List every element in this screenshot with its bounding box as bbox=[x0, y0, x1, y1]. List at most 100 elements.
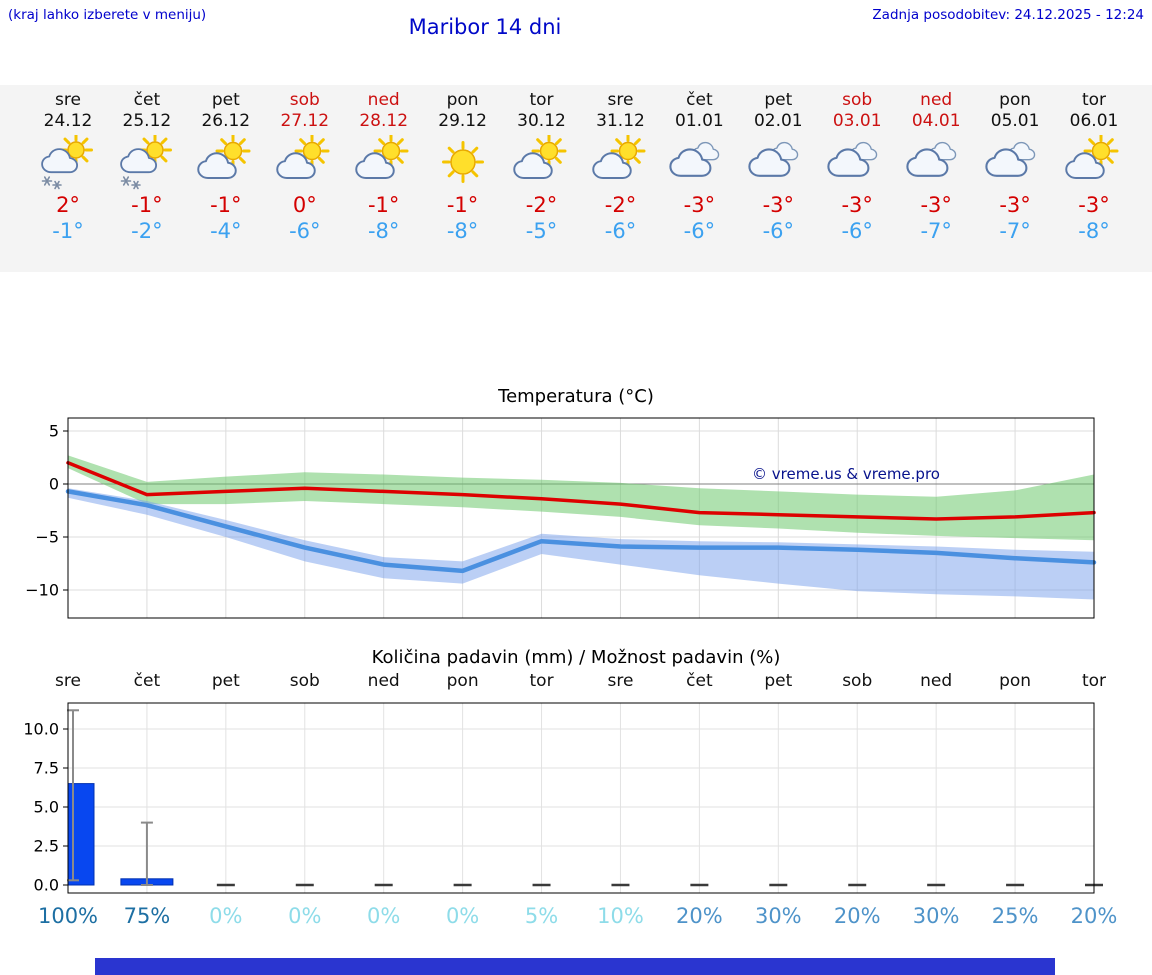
sun-cloud-icon bbox=[197, 133, 251, 179]
min-temp-line bbox=[65, 489, 1097, 574]
sun-cloud-icon bbox=[276, 133, 330, 179]
precip-probability-label: 25% bbox=[992, 904, 1039, 928]
day-name: sre bbox=[607, 90, 634, 110]
day-column: sre 31.12 -2° -6° bbox=[580, 90, 662, 244]
day-name: čet bbox=[133, 90, 161, 110]
day-column: tor 30.12 -2° -5° bbox=[501, 90, 583, 244]
svg-text:−5: −5 bbox=[35, 528, 59, 547]
day-icon bbox=[343, 133, 425, 191]
max-range-band bbox=[68, 455, 1094, 541]
cloudy-icon bbox=[669, 141, 720, 177]
day-date: 02.01 bbox=[753, 111, 803, 131]
day-icon bbox=[895, 135, 977, 191]
cloudy-icon bbox=[906, 141, 957, 177]
day-date: 04.01 bbox=[911, 111, 961, 131]
day-date: 03.01 bbox=[832, 111, 882, 131]
day-max-temp: -3° bbox=[1078, 193, 1110, 217]
day-name: ned bbox=[367, 90, 400, 110]
temperature-chart-title: Temperatura (°C) bbox=[498, 386, 654, 407]
day-max-temp: -3° bbox=[762, 193, 795, 217]
precip-day-label: pon bbox=[447, 671, 479, 691]
day-min-temp: -6° bbox=[683, 219, 716, 243]
day-min-temp: -8° bbox=[446, 219, 479, 243]
day-column: pet 26.12 -1° -4° bbox=[185, 90, 267, 244]
day-name: sob bbox=[842, 90, 873, 110]
precip-probability-label: 20% bbox=[676, 904, 723, 928]
day-max-temp: -1° bbox=[446, 193, 479, 217]
day-date: 25.12 bbox=[122, 111, 172, 131]
day-min-temp: -7° bbox=[999, 219, 1031, 243]
day-max-temp: 0° bbox=[292, 193, 317, 217]
day-date: 31.12 bbox=[596, 111, 645, 131]
day-icon bbox=[580, 133, 662, 191]
precip-probability-label: 0% bbox=[367, 904, 400, 928]
day-date: 30.12 bbox=[517, 111, 566, 131]
day-icon bbox=[501, 133, 583, 191]
day-name: pon bbox=[446, 90, 479, 110]
day-date: 06.01 bbox=[1069, 111, 1119, 131]
svg-text:10.0: 10.0 bbox=[23, 720, 59, 739]
day-name: pon bbox=[999, 90, 1032, 110]
precip-probability-label: 0% bbox=[209, 904, 242, 928]
day-date: 01.01 bbox=[675, 111, 724, 131]
day-column: ned 28.12 -1° -8° bbox=[343, 90, 425, 244]
day-name: sob bbox=[289, 90, 320, 110]
precip-probability-label: 100% bbox=[38, 904, 98, 928]
watermark-link[interactable]: © vreme.us & vreme.pro bbox=[752, 465, 940, 483]
day-date: 05.01 bbox=[990, 111, 1040, 131]
day-icon bbox=[737, 135, 819, 191]
precip-probability-label: 0% bbox=[288, 904, 321, 928]
day-icon bbox=[658, 135, 740, 191]
precip-day-label: pet bbox=[212, 671, 240, 691]
precip-probability-label: 0% bbox=[446, 904, 479, 928]
sun-cloud-snow-icon bbox=[120, 133, 172, 190]
svg-text:5: 5 bbox=[49, 422, 59, 441]
page-title: Maribor 14 dni bbox=[408, 15, 562, 39]
precip-day-label: tor bbox=[530, 671, 554, 691]
day-icon bbox=[422, 135, 504, 191]
day-column: pon 29.12 -1° -8° bbox=[422, 90, 504, 244]
day-date: 26.12 bbox=[201, 111, 251, 131]
day-column: čet 01.01 -3° -6° bbox=[658, 90, 740, 244]
footer-bar bbox=[95, 958, 1055, 975]
day-max-temp: -1° bbox=[210, 193, 242, 217]
precip-day-label: sre bbox=[55, 671, 81, 691]
day-column: sre 24.12 2° -1° bbox=[27, 90, 109, 244]
day-name: čet bbox=[686, 90, 713, 110]
sun-cloud-icon bbox=[1065, 133, 1119, 179]
day-date: 29.12 bbox=[438, 111, 487, 131]
day-min-temp: -6° bbox=[289, 219, 321, 243]
day-icon bbox=[974, 135, 1056, 191]
sun-cloud-icon bbox=[591, 133, 645, 179]
precip-probability-label: 30% bbox=[913, 904, 960, 928]
cloudy-icon bbox=[827, 141, 878, 177]
day-min-temp: -8° bbox=[1078, 219, 1110, 243]
day-name: tor bbox=[529, 90, 554, 110]
svg-text:2.5: 2.5 bbox=[34, 837, 59, 856]
day-max-temp: -3° bbox=[920, 193, 952, 217]
day-max-temp: -1° bbox=[367, 193, 400, 217]
day-column: pon 05.01 -3° -7° bbox=[974, 90, 1056, 244]
day-icon bbox=[264, 133, 346, 191]
day-max-temp: -2° bbox=[525, 193, 558, 217]
forecast-day-strip: sre 24.12 2° -1° čet 25.12 -1° -2° pet 2… bbox=[0, 85, 1152, 272]
day-min-temp: -4° bbox=[210, 219, 242, 243]
precip-day-label: sob bbox=[842, 671, 872, 691]
day-date: 28.12 bbox=[359, 111, 409, 131]
day-date: 24.12 bbox=[43, 111, 93, 131]
day-name: ned bbox=[920, 90, 953, 110]
svg-text:0.0: 0.0 bbox=[34, 876, 59, 895]
day-min-temp: -2° bbox=[131, 219, 163, 243]
day-column: sob 03.01 -3° -6° bbox=[816, 90, 898, 244]
precip-day-label: čet bbox=[686, 671, 713, 691]
day-min-temp: -6° bbox=[762, 219, 795, 243]
svg-text:5.0: 5.0 bbox=[34, 798, 59, 817]
precip-probability-label: 75% bbox=[124, 904, 171, 928]
temperature-chart: 5 0 −5 −10 bbox=[25, 417, 1097, 619]
day-max-temp: -3° bbox=[683, 193, 716, 217]
day-name: pet bbox=[211, 90, 240, 110]
day-date: 27.12 bbox=[280, 111, 330, 131]
day-icon bbox=[106, 133, 188, 191]
precip-day-label: čet bbox=[134, 671, 161, 691]
